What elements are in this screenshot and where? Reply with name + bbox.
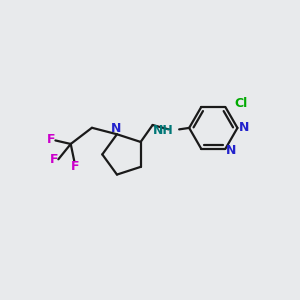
Text: F: F: [50, 153, 58, 167]
Text: NH: NH: [153, 124, 174, 137]
Text: Cl: Cl: [235, 97, 248, 110]
Text: N: N: [111, 122, 122, 136]
Text: F: F: [47, 133, 56, 146]
Text: N: N: [239, 121, 249, 134]
Text: F: F: [70, 160, 79, 173]
Text: N: N: [226, 144, 236, 157]
